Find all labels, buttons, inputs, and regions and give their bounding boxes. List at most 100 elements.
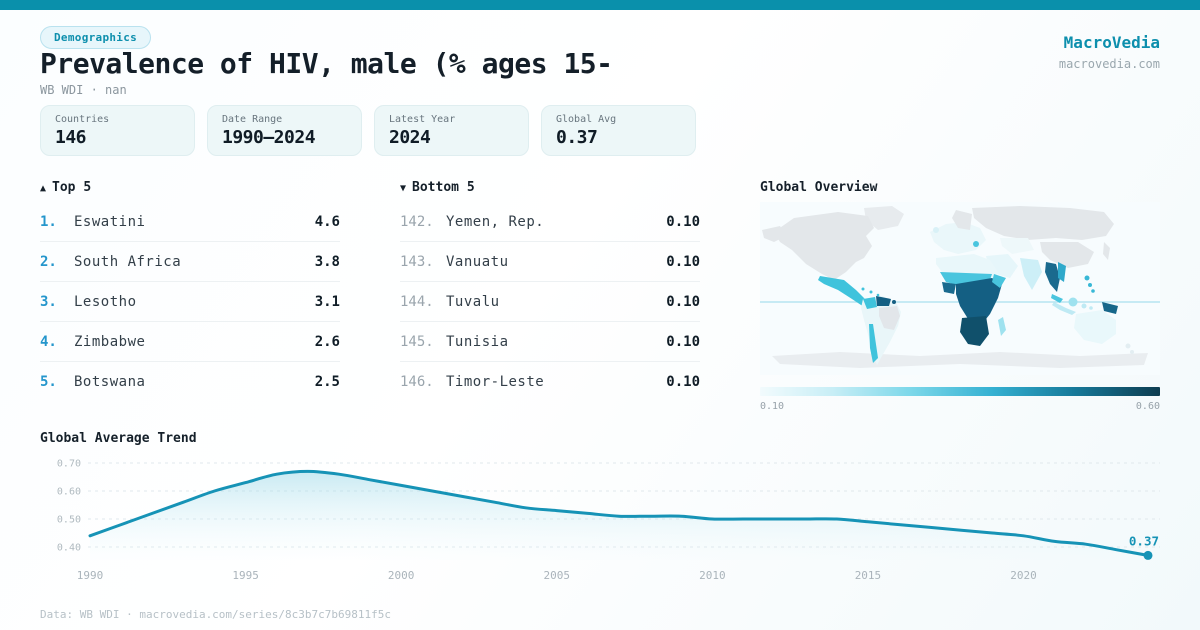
bottom5-header: ▼ Bottom 5	[400, 180, 700, 202]
horn-of-africa	[992, 274, 1006, 288]
rank: 5.	[40, 374, 57, 390]
bottom5-list: ▼ Bottom 5 142. Yemen, Rep. 0.10 143. Van…	[400, 180, 700, 412]
central-asia	[1000, 238, 1034, 254]
svg-text:0.70: 0.70	[57, 459, 81, 470]
middle-section: ▲ Top 5 1. Eswatini 4.6 2. South Africa 3…	[40, 180, 1160, 412]
stat-value: 146	[55, 127, 87, 148]
country-value: 3.1	[314, 293, 340, 310]
trend-chart: 0.70 0.60 0.50 0.40 1990 1995 2000 2005 2010 2015…	[57, 459, 1160, 582]
country-name: Yemen, Rep.	[446, 213, 545, 230]
svg-text:2015: 2015	[855, 569, 882, 582]
choropleth-color-scale	[760, 387, 1160, 396]
rank: 4.	[40, 333, 57, 350]
rank: 146.	[400, 374, 434, 390]
bottom5-header-label: Bottom 5	[412, 180, 475, 195]
british-isles	[933, 227, 939, 233]
india	[1020, 258, 1042, 290]
country-value: 0.10	[666, 253, 700, 270]
trend-section: Global Average Trend 0.70 0.60 0.50 0.40 199…	[40, 431, 1160, 593]
stat-label: Countries	[55, 114, 110, 125]
rank: 144.	[400, 293, 434, 310]
china	[1040, 242, 1094, 268]
list-item: 143. Vanuatu 0.10	[400, 242, 700, 282]
svg-text:0.50: 0.50	[57, 515, 81, 526]
list-item: 145. Tunisia 0.10	[400, 322, 700, 362]
top5-header: ▲ Top 5	[40, 180, 340, 202]
caribbean-island	[869, 290, 873, 294]
country-value: 3.8	[314, 253, 340, 270]
central-east-africa	[956, 278, 1002, 324]
guyana	[892, 300, 896, 304]
category-badge: Demographics	[40, 26, 152, 49]
country-name: Tunisia	[446, 333, 509, 350]
spacer	[340, 180, 400, 412]
country-value: 4.6	[314, 213, 340, 230]
borneo	[1068, 297, 1078, 307]
rank: 2.	[40, 253, 57, 270]
russia	[972, 206, 1114, 240]
rank: 143.	[400, 253, 434, 270]
country-name: Zimbabwe	[74, 333, 146, 350]
brand-name: MacroVedia	[1063, 33, 1160, 52]
moluccas	[1089, 306, 1093, 310]
myanmar-thailand	[1045, 262, 1060, 292]
southern-africa	[960, 316, 989, 346]
accent-top-bar	[0, 0, 1200, 10]
top5-list: ▲ Top 5 1. Eswatini 4.6 2. South Africa 3…	[40, 180, 340, 412]
triangle-down-icon: ▼	[400, 183, 407, 194]
philippines	[1088, 283, 1092, 287]
chile	[869, 324, 878, 363]
stat-card-latest-year: Latest Year 2024	[374, 105, 529, 156]
svg-text:2010: 2010	[699, 569, 726, 582]
svg-text:0.40: 0.40	[57, 543, 81, 554]
list-item: 144. Tuvalu 0.10	[400, 282, 700, 322]
japan	[1103, 242, 1110, 260]
brand-url: macrovedia.com	[1058, 57, 1160, 71]
stat-label: Global Avg	[556, 114, 617, 125]
brazil	[879, 306, 900, 330]
indonesia	[1052, 302, 1076, 315]
country-name: Botswana	[74, 374, 146, 390]
svg-text:1995: 1995	[232, 569, 259, 582]
trend-title: Global Average Trend	[40, 431, 197, 446]
list-item: 4. Zimbabwe 2.6	[40, 322, 340, 362]
stat-card-global-avg: Global Avg 0.37	[541, 105, 696, 156]
stat-card-countries: Countries 146	[40, 105, 195, 156]
europe	[930, 222, 986, 254]
country-name: Vanuatu	[446, 253, 509, 270]
vietnam	[1058, 262, 1066, 282]
rank: 3.	[40, 293, 57, 310]
new-zealand	[1130, 350, 1134, 354]
map-title: Global Overview	[760, 180, 878, 195]
greenland	[864, 206, 904, 230]
venezuela	[876, 296, 891, 306]
papua-new-guinea	[1102, 302, 1118, 314]
caribbean-island	[876, 293, 880, 297]
page-subtitle: WB WDI · nan	[40, 83, 127, 97]
list-item: 5. Botswana 2.5	[40, 362, 340, 402]
eastern-europe-spot	[973, 241, 979, 247]
country-name: Timor-Leste	[446, 374, 545, 390]
svg-text:0.60: 0.60	[57, 487, 81, 498]
triangle-up-icon: ▲	[40, 183, 47, 194]
list-item: 3. Lesotho 3.1	[40, 282, 340, 322]
caribbean-island	[861, 287, 865, 291]
country-value: 0.10	[666, 293, 700, 310]
list-item: 142. Yemen, Rep. 0.10	[400, 202, 700, 242]
brand-block: MacroVedia macrovedia.com	[1059, 33, 1160, 71]
country-value: 2.6	[314, 333, 340, 350]
scandinavia	[952, 210, 972, 230]
country-value: 0.10	[666, 374, 700, 390]
philippines	[1091, 289, 1095, 293]
stat-card-date-range: Date Range 1990—2024	[207, 105, 362, 156]
world-map	[760, 202, 1160, 375]
spacer	[700, 180, 760, 412]
scale-max-label: 0.60	[1135, 401, 1160, 412]
north-america	[774, 212, 874, 280]
scale-min-label: 0.10	[760, 401, 785, 412]
country-name: Lesotho	[74, 293, 137, 310]
new-zealand	[1125, 343, 1131, 349]
stat-value: 0.37	[556, 127, 598, 148]
svg-text:2005: 2005	[544, 569, 571, 582]
